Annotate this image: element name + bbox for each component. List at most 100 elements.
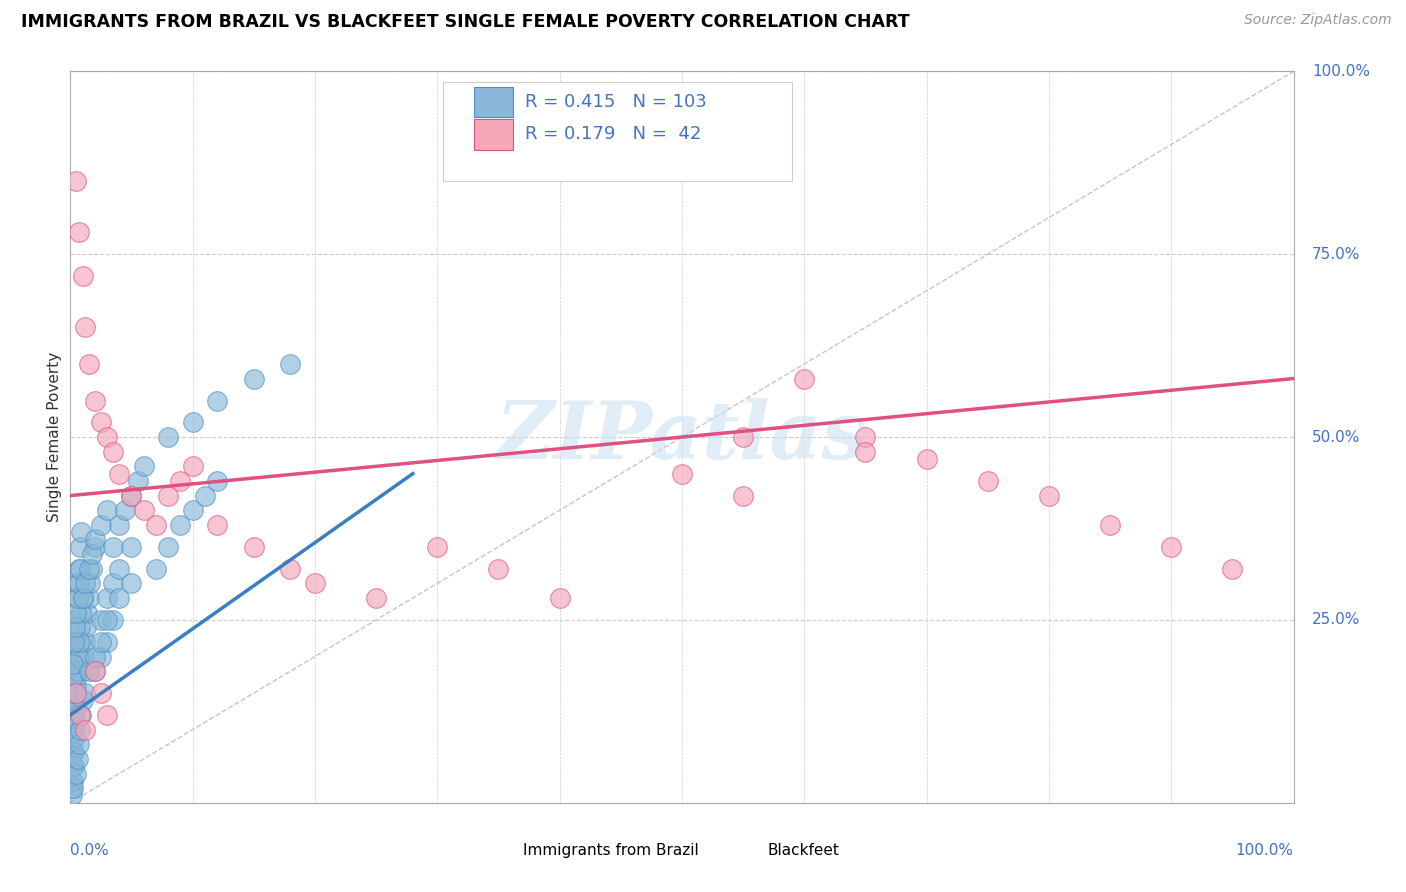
- Text: Blackfeet: Blackfeet: [768, 843, 839, 858]
- Point: [65, 679, 87, 693]
- Point: [488, 562, 510, 576]
- Point: [205, 393, 228, 408]
- Point: [243, 540, 266, 554]
- Point: [73, 635, 96, 649]
- Point: [121, 489, 143, 503]
- Point: [96, 635, 118, 649]
- Point: [60, 672, 83, 686]
- Point: [63, 613, 86, 627]
- Point: [101, 576, 124, 591]
- Point: [62, 759, 84, 773]
- Point: [108, 562, 131, 576]
- Point: [69, 620, 91, 634]
- Point: [60, 686, 83, 700]
- Point: [67, 737, 90, 751]
- Point: [63, 730, 86, 744]
- Point: [77, 562, 100, 576]
- Point: [63, 708, 86, 723]
- Point: [70, 708, 93, 723]
- Text: 25.0%: 25.0%: [1312, 613, 1360, 627]
- Point: [83, 664, 105, 678]
- Point: [65, 174, 87, 188]
- Point: [855, 430, 877, 444]
- Point: [96, 708, 118, 723]
- Point: [90, 517, 112, 532]
- Point: [793, 371, 815, 385]
- Text: 100.0%: 100.0%: [1236, 843, 1294, 858]
- Point: [132, 459, 155, 474]
- Y-axis label: Single Female Poverty: Single Female Poverty: [46, 352, 62, 522]
- Point: [83, 533, 105, 547]
- Point: [65, 766, 87, 780]
- Point: [90, 686, 112, 700]
- Text: 100.0%: 100.0%: [1312, 64, 1369, 78]
- Point: [101, 613, 124, 627]
- Point: [73, 649, 96, 664]
- Point: [65, 686, 87, 700]
- Point: [67, 649, 90, 664]
- Point: [63, 715, 86, 730]
- Point: [855, 444, 877, 458]
- FancyBboxPatch shape: [474, 87, 513, 118]
- Point: [66, 649, 89, 664]
- Point: [1099, 517, 1122, 532]
- Point: [63, 635, 86, 649]
- Point: [63, 693, 86, 707]
- Point: [304, 576, 326, 591]
- Point: [62, 773, 84, 788]
- Text: 75.0%: 75.0%: [1312, 247, 1360, 261]
- Point: [69, 562, 91, 576]
- Point: [69, 723, 91, 737]
- Point: [83, 393, 105, 408]
- Point: [60, 759, 83, 773]
- Point: [77, 664, 100, 678]
- Point: [145, 517, 167, 532]
- Point: [114, 503, 136, 517]
- Point: [82, 562, 104, 576]
- Point: [90, 613, 112, 627]
- Point: [121, 540, 143, 554]
- Point: [66, 752, 89, 766]
- FancyBboxPatch shape: [443, 82, 792, 181]
- Point: [63, 730, 86, 744]
- Point: [67, 562, 90, 576]
- Point: [69, 635, 91, 649]
- Point: [671, 467, 693, 481]
- Point: [69, 708, 91, 723]
- Text: ZIPatlas: ZIPatlas: [496, 399, 868, 475]
- Point: [62, 657, 84, 671]
- Point: [73, 320, 96, 334]
- Point: [60, 773, 83, 788]
- Point: [62, 649, 84, 664]
- Point: [65, 700, 87, 714]
- Point: [72, 591, 94, 605]
- Point: [83, 649, 105, 664]
- Point: [733, 489, 755, 503]
- Point: [121, 576, 143, 591]
- Point: [79, 576, 101, 591]
- Text: 0.0%: 0.0%: [70, 843, 110, 858]
- Point: [65, 664, 87, 678]
- Point: [733, 430, 755, 444]
- Point: [169, 517, 191, 532]
- Point: [77, 357, 100, 371]
- Point: [72, 664, 94, 678]
- Point: [194, 489, 217, 503]
- Text: IMMIGRANTS FROM BRAZIL VS BLACKFEET SINGLE FEMALE POVERTY CORRELATION CHART: IMMIGRANTS FROM BRAZIL VS BLACKFEET SING…: [21, 13, 910, 31]
- Point: [63, 759, 86, 773]
- Point: [70, 525, 93, 540]
- Point: [243, 371, 266, 385]
- Point: [169, 474, 191, 488]
- Point: [96, 503, 118, 517]
- Text: R = 0.415   N = 103: R = 0.415 N = 103: [526, 93, 707, 112]
- Point: [96, 613, 118, 627]
- Point: [60, 737, 83, 751]
- Point: [181, 459, 204, 474]
- Point: [67, 225, 90, 239]
- Point: [1220, 562, 1243, 576]
- Point: [101, 540, 124, 554]
- FancyBboxPatch shape: [474, 119, 513, 150]
- Point: [280, 562, 302, 576]
- Point: [66, 591, 89, 605]
- Point: [70, 606, 93, 620]
